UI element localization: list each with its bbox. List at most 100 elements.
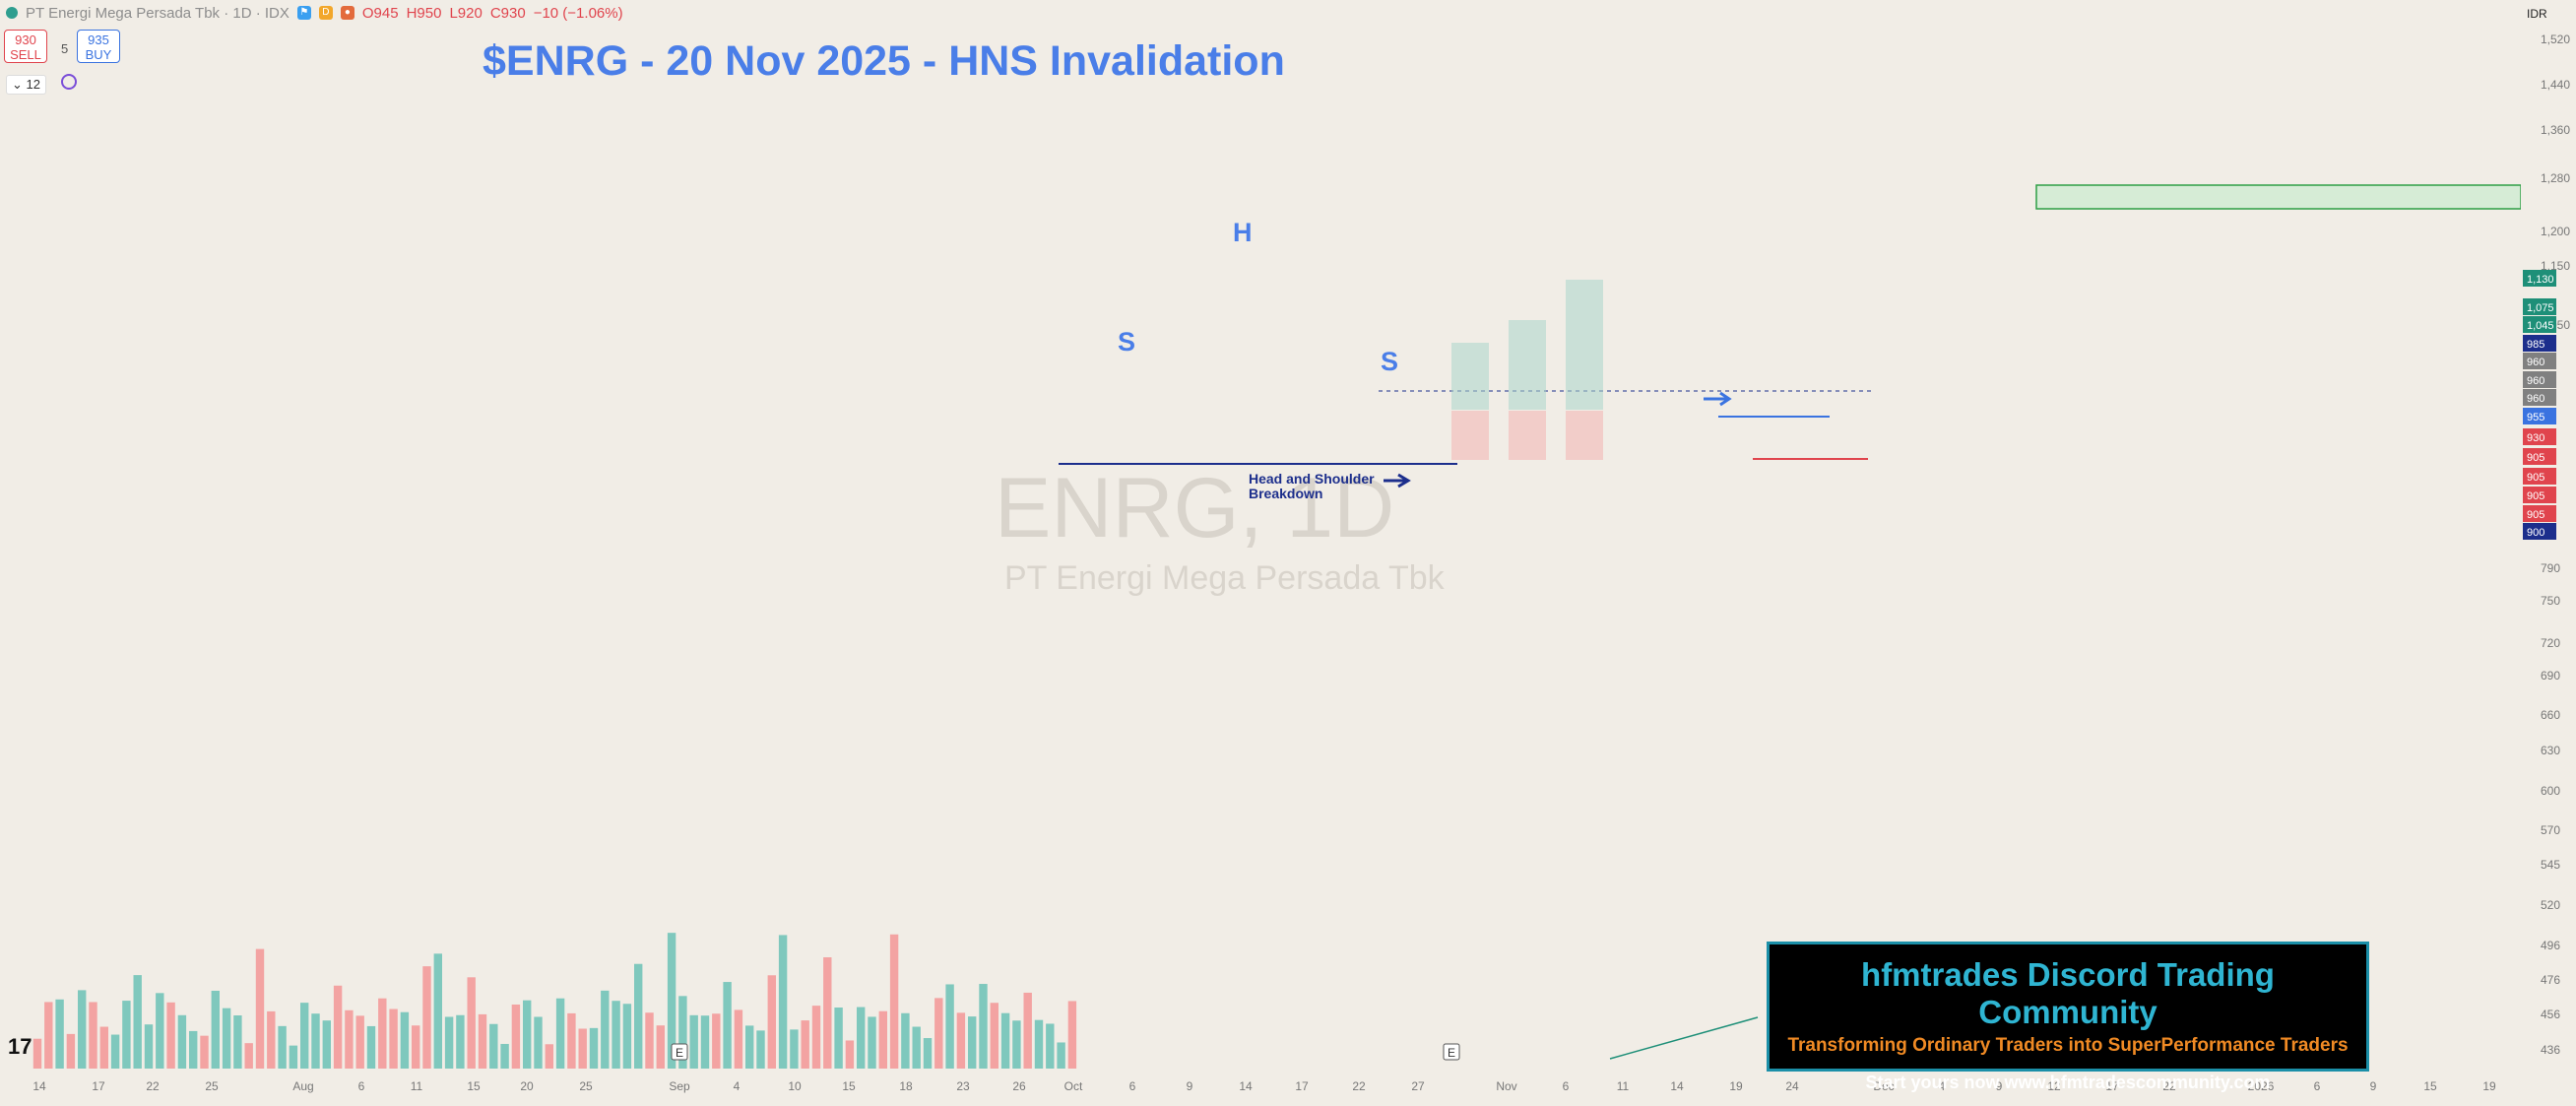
price-badge-text: 900 xyxy=(2527,527,2544,539)
price-badge xyxy=(2523,389,2556,406)
price-tick-label: 630 xyxy=(2541,744,2560,757)
price-tick-label: 600 xyxy=(2541,784,2560,798)
price-badge xyxy=(2523,487,2556,503)
volume-bar xyxy=(122,1001,131,1069)
time-tick-label: 25 xyxy=(579,1079,593,1093)
indicator-toggle[interactable]: ⌄ 12 xyxy=(6,75,46,95)
symbol-status-icon xyxy=(6,7,18,19)
volume-bar xyxy=(889,934,899,1069)
volume-bar xyxy=(555,998,565,1069)
time-axis-panel xyxy=(0,1072,2521,1101)
volume-bar xyxy=(345,1009,354,1069)
price-tick-label: 690 xyxy=(2541,669,2560,683)
price-tick-label: 720 xyxy=(2541,636,2560,650)
volume-bar xyxy=(622,1004,632,1069)
price-badge xyxy=(2523,428,2556,445)
price-badge xyxy=(2523,468,2556,485)
volume-bar xyxy=(923,1038,933,1069)
volume-bar xyxy=(823,957,832,1069)
volume-bar xyxy=(55,999,64,1069)
refresh-icon[interactable] xyxy=(61,74,77,90)
buy-button[interactable]: 935 BUY xyxy=(77,30,120,63)
projection-box-lower xyxy=(1451,411,1489,460)
volume-bar xyxy=(110,1034,120,1069)
projection-box-lower xyxy=(1509,411,1546,460)
volume-bar xyxy=(267,1010,276,1069)
price-badge xyxy=(2523,353,2556,369)
volume-bar xyxy=(511,1004,521,1069)
volume-bar xyxy=(745,1025,754,1069)
volume-bar xyxy=(78,990,87,1069)
chevron-down-icon: ⌄ xyxy=(12,77,23,92)
earnings-marker-letter: E xyxy=(676,1046,683,1060)
price-tick-label: 496 xyxy=(2541,939,2560,952)
volume-bar xyxy=(645,1012,654,1069)
breakdown-label-line1: Head and Shoulder xyxy=(1249,471,1375,487)
volume-bar xyxy=(1012,1020,1021,1069)
time-tick-label: 19 xyxy=(2482,1079,2496,1093)
symbol-line[interactable]: PT Energi Mega Persada Tbk · 1D · IDX xyxy=(26,4,290,22)
time-tick-label: 14 xyxy=(32,1079,46,1093)
volume-bar xyxy=(956,1012,966,1069)
time-tick-label: 4 xyxy=(1939,1079,1946,1093)
right-arrow-icon xyxy=(1704,391,1732,407)
breakdown-label-line2: Breakdown xyxy=(1249,486,1322,501)
volume-bar xyxy=(500,1043,509,1069)
volume-bar xyxy=(222,1008,231,1069)
time-tick-label: 24 xyxy=(1785,1079,1799,1093)
price-tick-label: 436 xyxy=(2541,1043,2560,1057)
volume-bar xyxy=(1034,1019,1044,1069)
time-tick-label: 17 xyxy=(2105,1079,2119,1093)
time-tick-label: 11 xyxy=(1617,1079,1630,1093)
volume-bar xyxy=(66,1033,76,1069)
flag-circle-icon: ● xyxy=(340,6,354,20)
price-tick-label: 1,440 xyxy=(2541,78,2570,92)
price-tick-label: 476 xyxy=(2541,973,2560,987)
price-badge xyxy=(2523,448,2556,465)
volume-bar xyxy=(300,1003,309,1069)
volume-bar xyxy=(689,1014,698,1069)
volume-bar xyxy=(422,966,431,1069)
volume-bar xyxy=(934,998,943,1069)
ohlc-low: L920 xyxy=(449,4,483,22)
price-badge xyxy=(2523,371,2556,388)
trendline xyxy=(1609,1016,1759,1060)
promo-cta[interactable]: Start yours now www.hfmtradescommunity.c… xyxy=(1865,1073,2271,1092)
volume-bar xyxy=(1023,992,1032,1069)
watermark-name: PT Energi Mega Persada Tbk xyxy=(1004,559,1446,597)
volume-bar xyxy=(878,1010,887,1069)
volume-bar xyxy=(578,1028,587,1069)
tradingview-logo-icon[interactable]: 17 xyxy=(8,1034,32,1059)
time-tick-label: 15 xyxy=(842,1079,856,1093)
volume-bar xyxy=(144,1024,154,1069)
time-tick-label: 17 xyxy=(92,1079,105,1093)
time-tick-label: 6 xyxy=(358,1079,365,1093)
price-badge xyxy=(2523,408,2556,424)
projection-box-lower xyxy=(1566,411,1603,460)
volume-bar xyxy=(400,1011,410,1069)
volume-bar xyxy=(545,1044,553,1069)
time-tick-label: 27 xyxy=(1411,1079,1425,1093)
price-tick-label: 790 xyxy=(2541,561,2560,575)
projection-box-upper xyxy=(1509,320,1546,410)
volume-bar xyxy=(412,1025,420,1069)
time-tick-label: 22 xyxy=(146,1079,160,1093)
volume-bar xyxy=(200,1035,209,1069)
time-tick-label: 11 xyxy=(411,1079,423,1093)
volume-bar xyxy=(1067,1001,1077,1069)
time-tick-label: 9 xyxy=(1996,1079,2003,1093)
volume-bar xyxy=(801,1020,809,1069)
price-badge xyxy=(2523,505,2556,522)
spread-value: 5 xyxy=(61,41,69,56)
price-tick-label: 1,150 xyxy=(2541,259,2570,273)
volume-bar xyxy=(255,948,265,1069)
volume-bar xyxy=(378,998,387,1069)
volume-bar xyxy=(211,990,220,1069)
time-tick-label: 17 xyxy=(1295,1079,1309,1093)
sell-button[interactable]: 930 SELL xyxy=(4,30,47,63)
time-tick-label: 12 xyxy=(2047,1079,2061,1093)
price-tick-label: 1,360 xyxy=(2541,123,2570,137)
price-tick-label: 520 xyxy=(2541,898,2560,912)
